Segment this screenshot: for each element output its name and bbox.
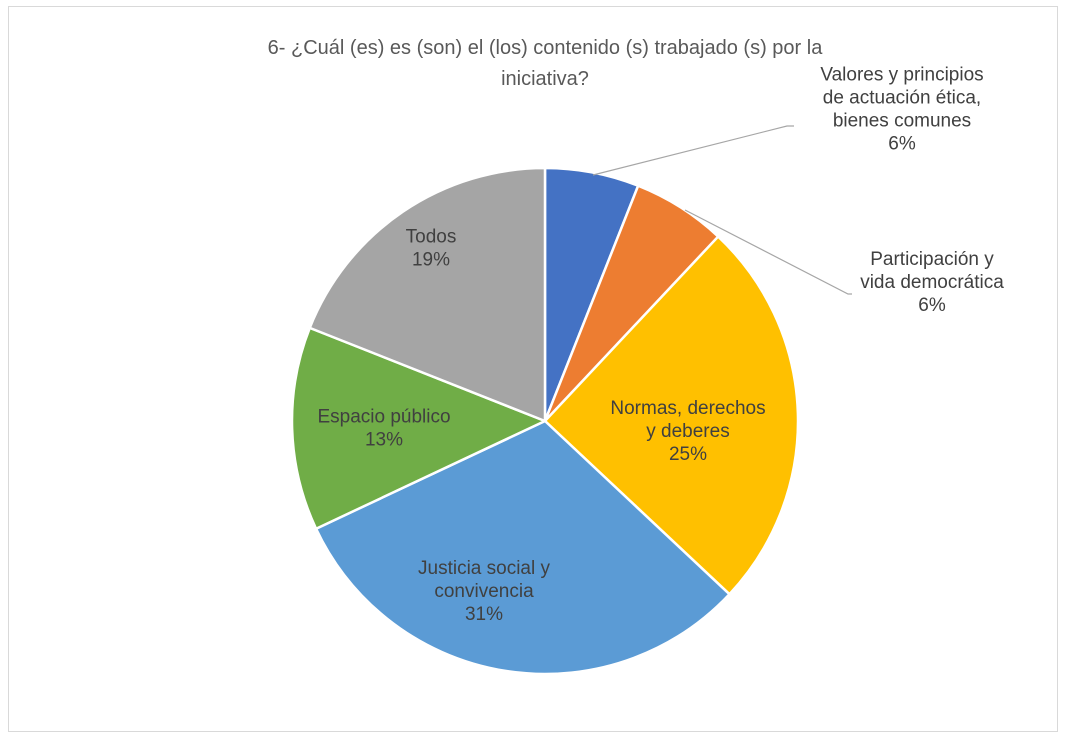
slice-name-label: de actuación ética, bbox=[823, 88, 981, 109]
slice-name-label: Espacio público bbox=[317, 407, 450, 428]
chart-title-line: iniciativa? bbox=[501, 68, 589, 90]
slice-percent-label: 25% bbox=[669, 444, 707, 465]
slice-name-label: bienes comunes bbox=[833, 111, 971, 132]
slice-name-label: Todos bbox=[406, 227, 457, 248]
leader-line bbox=[684, 209, 852, 295]
slice-name-label: y deberes bbox=[646, 421, 729, 442]
chart-frame bbox=[8, 6, 1058, 732]
pie-slice-todos bbox=[308, 166, 547, 423]
chart-title-line: 6- ¿Cuál (es) es (son) el (los) contenid… bbox=[268, 37, 824, 59]
slice-name-label: Normas, derechos bbox=[610, 398, 765, 419]
pie-slices bbox=[290, 166, 800, 676]
slice-name-label: vida democrática bbox=[860, 272, 1004, 293]
pie-slice-espacio-p-blico bbox=[290, 326, 547, 530]
slice-percent-label: 6% bbox=[888, 134, 916, 155]
slice-percent-label: 13% bbox=[365, 430, 403, 451]
pie-slice-justicia-social-y-convivencia bbox=[314, 419, 731, 676]
pie-slice-normas-derechos-y-deberes bbox=[543, 235, 800, 596]
chart-title: 6- ¿Cuál (es) es (son) el (los) contenid… bbox=[268, 37, 824, 90]
slice-percent-label: 6% bbox=[918, 295, 946, 316]
leader-lines bbox=[592, 125, 852, 295]
slice-percent-label: 31% bbox=[465, 604, 503, 625]
slice-name-label: Justicia social y bbox=[418, 558, 550, 579]
slice-name-label: Valores y principios bbox=[820, 65, 983, 86]
slice-percent-label: 19% bbox=[412, 250, 450, 271]
slice-name-label: Participación y bbox=[870, 249, 994, 270]
slice-name-label: convivencia bbox=[434, 581, 534, 602]
leader-line bbox=[592, 125, 794, 176]
